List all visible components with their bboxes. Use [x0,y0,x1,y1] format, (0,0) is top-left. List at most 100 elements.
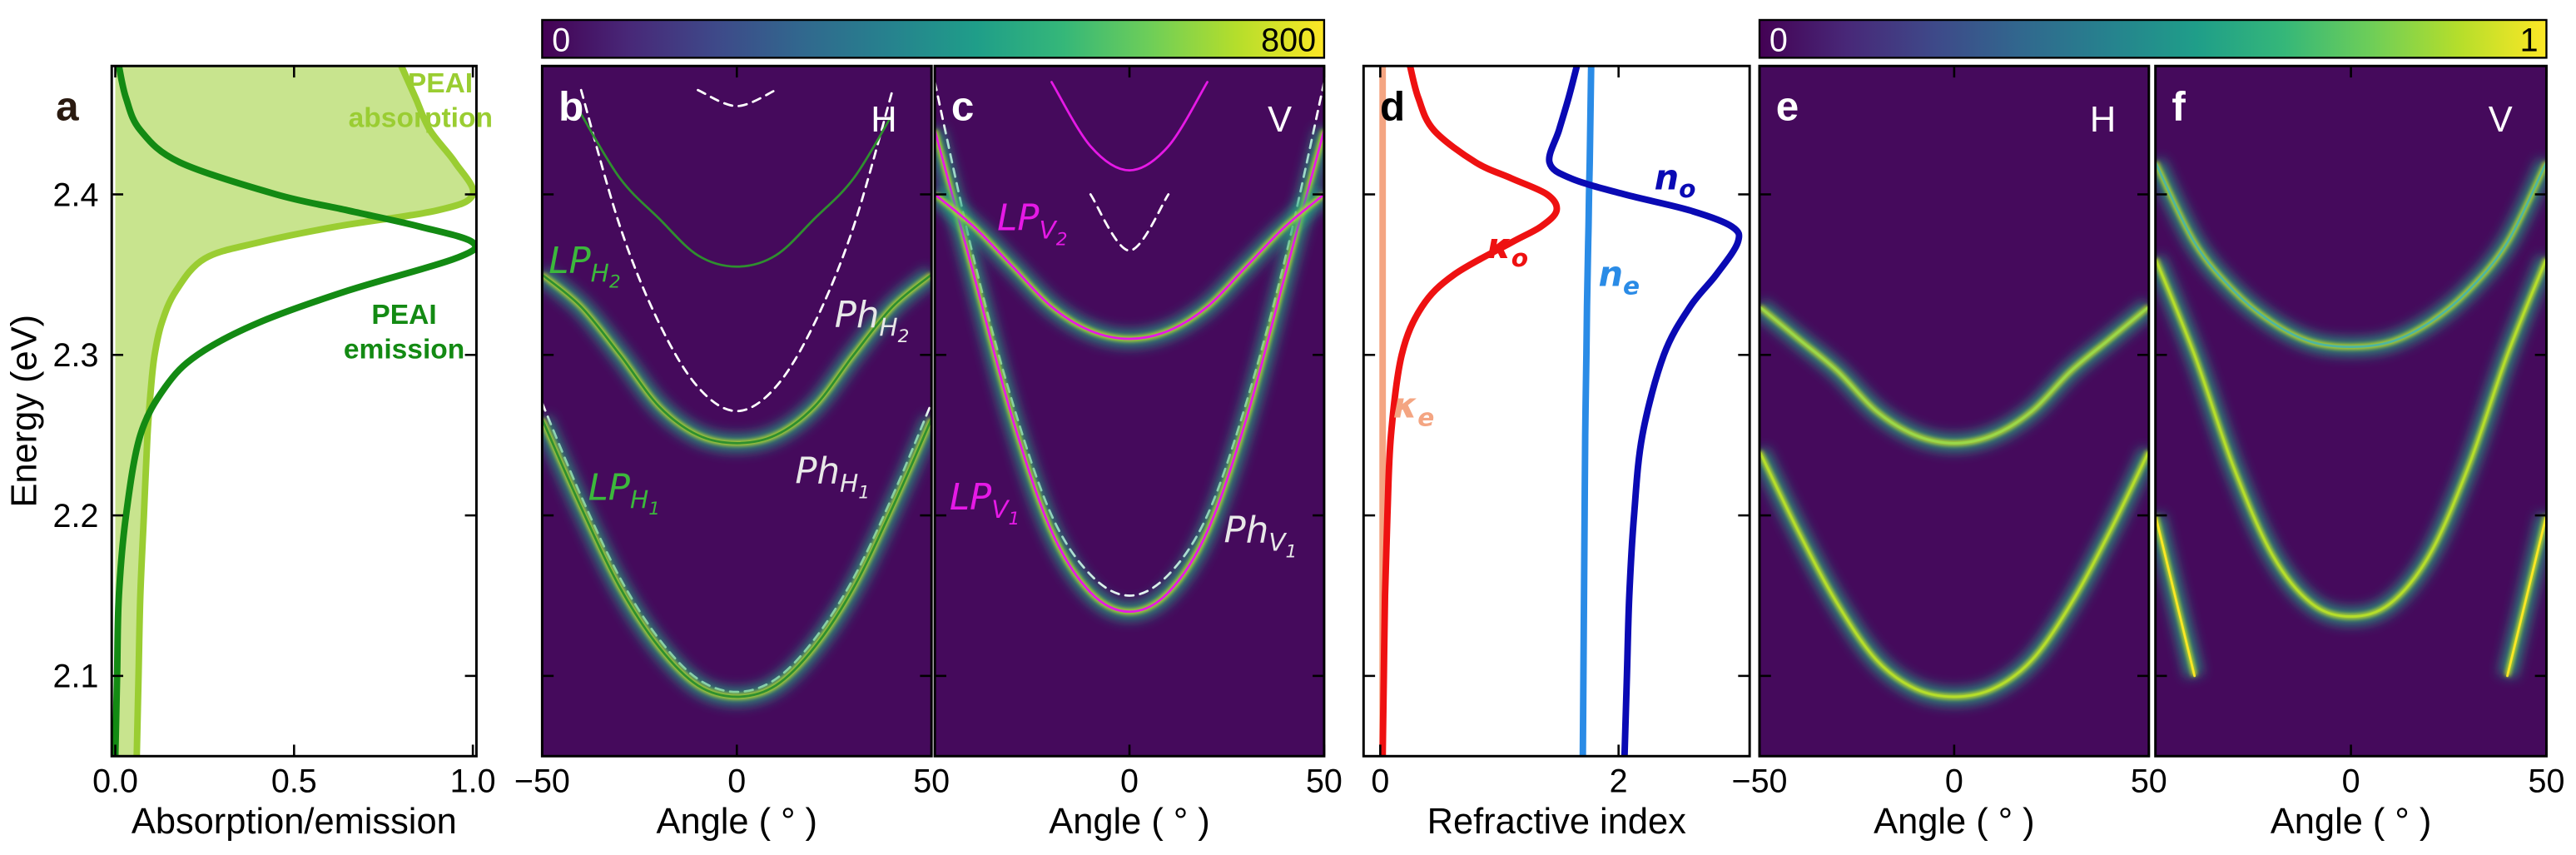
annotation-text: V [2489,100,2513,140]
annotation-subscript: V [1039,216,1057,245]
annotation: H [2090,100,2116,140]
annotation-text: n [1655,157,1679,197]
plot-area [112,66,477,757]
heatmap-background [935,66,1324,757]
colorbar-tick-label: 0 [552,22,570,58]
annotation-subsubscript: 2 [609,272,621,293]
x-axis-label: Angle ( ° ) [2271,802,2431,842]
panel-letter: a [56,83,79,129]
curve [2155,257,2547,618]
annotation-subscript: V [991,495,1010,524]
curve [2155,161,2547,349]
curve [112,66,477,757]
x-tick-label: 50 [2131,763,2167,800]
annotation: emission [344,335,464,365]
x-tick-label: 0.5 [271,763,317,800]
plot-area [1759,66,2149,757]
curve [542,418,932,698]
annotation-text: H [871,100,896,140]
annotation-text: PEAI [408,68,473,99]
x-axis-label: Absorption/emission [132,802,457,842]
annotation-subsubscript: 2 [898,326,910,347]
colorbar [541,18,1326,59]
x-tick-label: 50 [1306,763,1343,800]
annotation: LPH2 [548,241,620,293]
annotation-text: n [1599,255,1624,295]
annotation: PEAI [408,68,473,99]
annotation: LPV1 [950,477,1020,529]
x-axis-label: Refractive index [1427,802,1687,842]
annotation: V [2489,100,2513,140]
annotation-subscript: H [630,485,648,514]
annotation-subscript: e [1417,404,1434,432]
curve [1089,193,1170,252]
annotation-subsubscript: 1 [1008,509,1020,529]
x-tick-label: 0 [1945,763,1963,800]
plot-area [1379,66,1743,757]
curve [579,88,894,413]
x-tick-label: 0 [2342,763,2360,800]
y-tick-label: 2.1 [53,659,99,695]
x-axis-label: Angle ( ° ) [1049,802,1209,842]
annotation-subscript: H [840,469,858,497]
annotation-subscript: o [1511,244,1528,272]
annotation: no [1655,157,1696,203]
annotation-text: V [1268,100,1292,140]
annotation-subsubscript: 1 [858,482,870,503]
panel-letter: b [558,83,583,129]
panel-letter: f [2171,83,2186,129]
annotation-subscript: V [1268,529,1287,557]
x-tick-label: −50 [514,763,570,800]
annotation-subscript: e [1623,272,1640,301]
annotation-text: emission [344,335,464,365]
annotation-text: PEAI [371,300,436,331]
colorbar-tick-label: 800 [1261,22,1316,58]
x-tick-label: 0 [1371,763,1389,800]
annotation-subsubscript: 2 [1056,229,1068,250]
curve [1759,450,2149,698]
x-tick-label: 50 [913,763,950,800]
annotation: PEAI [371,300,436,331]
y-tick-label: 2.4 [53,176,99,213]
x-tick-label: 2 [1610,763,1628,800]
curve [1759,306,2149,445]
x-tick-label: 1.0 [450,763,496,800]
plot-area [542,66,932,757]
annotation-text: Ph [835,295,880,336]
colorbar-tick-label: 1 [2520,22,2539,58]
annotation: ne [1599,255,1640,301]
curve [697,88,777,107]
y-axis-label: Energy (eV) [4,315,44,508]
annotation: PhH1 [795,451,870,504]
x-tick-label: 50 [2529,763,2565,800]
annotation: κo [1487,226,1528,272]
annotation-text: LP [997,198,1040,240]
curve [1050,81,1209,171]
annotation: LPV2 [997,198,1067,251]
curve [579,112,894,268]
annotation: PhV1 [1224,510,1298,563]
annotation: PhH2 [835,295,910,347]
x-tick-label: 0 [1120,763,1139,800]
curve [1579,66,1595,757]
annotation-subsubscript: 1 [1285,541,1297,562]
annotation-text: κ [1393,386,1417,426]
curve-fill [115,66,474,757]
heatmap-background [542,66,932,757]
y-tick-label: 2.2 [53,498,99,534]
curve [2155,514,2547,678]
annotation-text: κ [1487,226,1511,266]
plot-area [2155,66,2547,757]
annotation: V [1268,100,1292,140]
y-tick-label: 2.3 [53,337,99,374]
x-axis-label: Angle ( ° ) [657,802,817,842]
heatmap-background [1759,66,2149,757]
annotation-text: Ph [1224,510,1269,552]
annotation-subscript: H [879,313,897,341]
annotation: H [871,100,896,140]
plot-area [935,66,1324,757]
panel-letter: e [1776,83,1799,129]
frame [1362,64,1751,758]
